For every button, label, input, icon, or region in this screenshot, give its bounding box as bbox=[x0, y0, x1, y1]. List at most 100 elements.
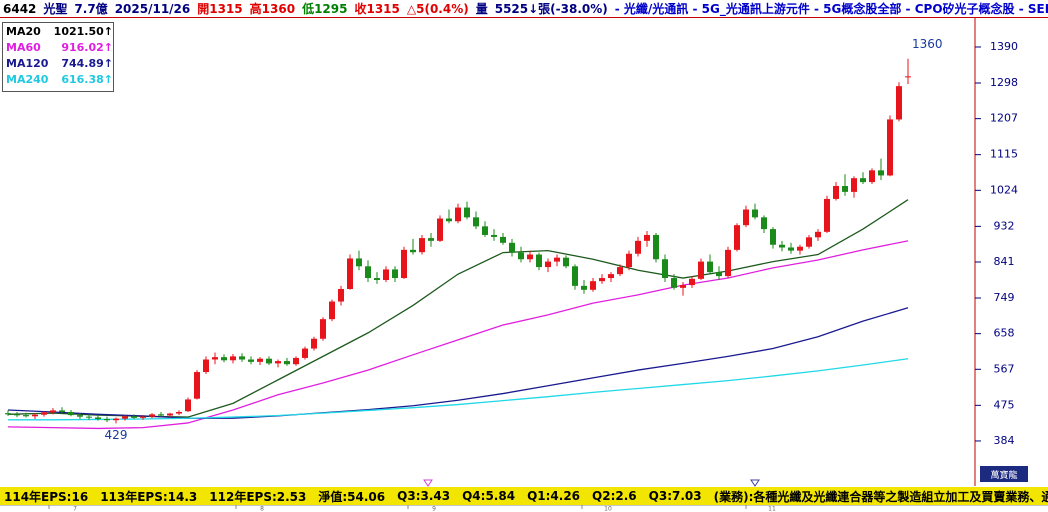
info-text: Q3:7.03 bbox=[648, 489, 702, 503]
candle-body bbox=[410, 249, 416, 253]
y-tick-label: 841 bbox=[994, 255, 1015, 268]
low-label: 429 bbox=[105, 428, 128, 442]
y-tick-label: 1207 bbox=[990, 112, 1018, 125]
candle-body bbox=[869, 170, 875, 183]
ma-line bbox=[8, 358, 909, 421]
month-label: 8 bbox=[260, 506, 264, 512]
month-label: 7 bbox=[73, 506, 77, 512]
candle-body bbox=[419, 238, 425, 253]
legend-item: MA120 744.89↑ bbox=[3, 55, 113, 71]
header-text: 5525↓張(-38.0%) bbox=[494, 2, 608, 16]
candle-body bbox=[725, 249, 731, 277]
candle-body bbox=[23, 415, 29, 417]
ma-line bbox=[7, 307, 909, 419]
candle-body bbox=[5, 413, 11, 415]
y-tick-label: 749 bbox=[994, 291, 1015, 304]
candle-body bbox=[851, 178, 857, 192]
candle-body bbox=[248, 359, 254, 362]
candle-body bbox=[680, 285, 686, 288]
info-text: (業務):各種光纖及光纖連合器等之製造組立加工及買賣業務、通訊光 bbox=[713, 489, 1048, 504]
candle-body bbox=[311, 338, 317, 349]
legend-item: MA20 1021.50↑ bbox=[3, 23, 113, 39]
candle-body bbox=[284, 361, 290, 365]
candle-body bbox=[329, 301, 335, 320]
candle-body bbox=[770, 229, 776, 245]
header-text: 量 bbox=[475, 2, 488, 16]
candle-body bbox=[446, 218, 452, 222]
y-tick-label: 1298 bbox=[990, 76, 1018, 89]
candle-body bbox=[599, 278, 605, 282]
high-label: 1360 bbox=[912, 37, 943, 51]
month-label: 11 bbox=[768, 506, 776, 512]
candle-body bbox=[617, 267, 623, 275]
legend-value: 616.38↑ bbox=[61, 72, 113, 86]
month-label: 9 bbox=[432, 506, 436, 512]
candle-body bbox=[59, 410, 65, 412]
candle-body bbox=[194, 372, 200, 399]
candle-body bbox=[779, 244, 785, 248]
candle-body bbox=[185, 399, 191, 412]
info-text: 114年EPS:16 bbox=[4, 489, 89, 504]
y-tick-label: 1390 bbox=[990, 40, 1018, 53]
candle-body bbox=[239, 356, 245, 360]
legend-item: MA240 616.38↑ bbox=[3, 71, 113, 87]
candle-body bbox=[113, 418, 119, 421]
candle-body bbox=[509, 242, 515, 253]
header-text: - 光纖/光通訊 - 5G_光通訊上游元件 - 5G概念股全部 - CPO矽光子… bbox=[614, 2, 1048, 16]
candle-body bbox=[365, 266, 371, 279]
candle-body bbox=[230, 356, 236, 361]
candle-body bbox=[581, 285, 587, 290]
candle-body bbox=[14, 414, 20, 416]
candle-body bbox=[806, 237, 812, 247]
info-text: Q2:2.6 bbox=[592, 489, 637, 503]
candle-body bbox=[896, 86, 902, 120]
legend-value: 1021.50↑ bbox=[53, 24, 113, 38]
ma-line bbox=[7, 240, 909, 430]
y-tick-label: 1024 bbox=[990, 183, 1018, 196]
candle-body bbox=[221, 357, 227, 361]
month-label: 10 bbox=[604, 506, 612, 512]
candle-body bbox=[536, 254, 542, 268]
header-text: 2025/11/26 bbox=[114, 1, 191, 16]
header-text: 6442 bbox=[3, 1, 37, 16]
candle-body bbox=[572, 266, 578, 286]
candle-body bbox=[158, 414, 164, 416]
candle-body bbox=[752, 209, 758, 218]
candle-body bbox=[527, 254, 533, 260]
info-text: Q4:5.84 bbox=[462, 489, 516, 503]
candle-body bbox=[716, 272, 722, 277]
y-tick-label: 567 bbox=[994, 362, 1015, 375]
candle-body bbox=[167, 413, 173, 416]
candle-body bbox=[707, 261, 713, 273]
info-text: Q3:3.43 bbox=[397, 489, 451, 503]
header-text: 光聖 bbox=[43, 2, 68, 16]
y-tick-label: 475 bbox=[994, 398, 1015, 411]
candle-body bbox=[401, 249, 407, 279]
header-text: 高1360 bbox=[249, 2, 296, 16]
candle-body bbox=[860, 178, 866, 183]
button[interactable]: 萬寶龍 bbox=[980, 466, 1028, 482]
info-text: Q1:4.26 bbox=[527, 489, 581, 503]
y-tick-label: 932 bbox=[994, 219, 1015, 232]
candle-body bbox=[302, 348, 308, 358]
legend: MA20 1021.50↑ MA60 916.02↑ MA120 744.89↑ MA240… bbox=[2, 22, 114, 92]
candle-body bbox=[635, 240, 641, 254]
candle-body bbox=[266, 358, 272, 364]
candle-body bbox=[140, 416, 146, 418]
candle-body bbox=[50, 410, 56, 413]
ma-lines bbox=[7, 199, 909, 430]
legend-name: MA120 bbox=[6, 56, 49, 70]
header-text: 開1315 bbox=[197, 2, 243, 16]
candle-body bbox=[797, 246, 803, 251]
candle-body bbox=[437, 218, 443, 241]
candle-body bbox=[275, 361, 281, 364]
legend-value: 916.02↑ bbox=[61, 40, 113, 54]
candle-body bbox=[842, 186, 848, 192]
candle-body bbox=[734, 225, 740, 250]
candle-body bbox=[131, 416, 137, 418]
y-tick-label: 1115 bbox=[990, 148, 1018, 161]
legend-name: MA60 bbox=[6, 40, 41, 54]
candle-body bbox=[338, 289, 344, 302]
